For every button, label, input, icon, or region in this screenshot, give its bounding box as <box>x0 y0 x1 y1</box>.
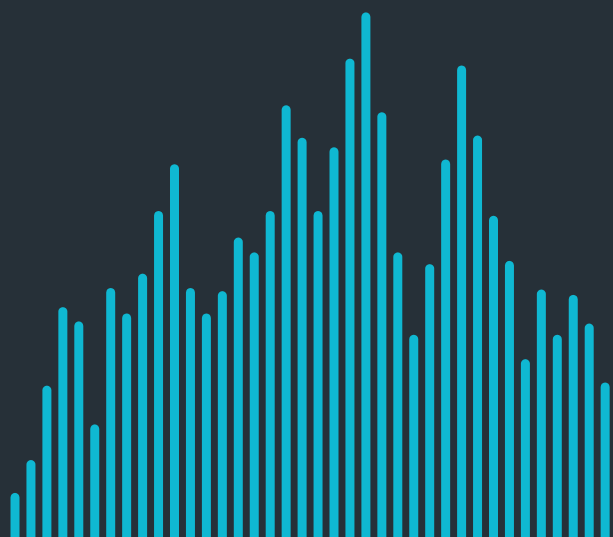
bars <box>10 12 610 537</box>
bar <box>10 492 20 537</box>
bar <box>58 307 68 537</box>
bar <box>457 65 467 537</box>
bar <box>249 252 259 537</box>
bar <box>441 159 451 537</box>
bar <box>313 210 323 537</box>
bar <box>345 58 355 537</box>
bar <box>42 385 52 537</box>
bar <box>297 137 307 537</box>
bar <box>504 260 514 537</box>
bar <box>217 291 227 537</box>
bar <box>568 294 578 537</box>
bar <box>122 313 132 537</box>
bar <box>74 321 84 537</box>
bar <box>409 334 419 537</box>
bar <box>90 424 100 537</box>
bar <box>600 382 610 537</box>
bar <box>425 264 435 537</box>
bar <box>281 105 291 537</box>
bar <box>377 112 387 537</box>
bar <box>536 289 546 537</box>
bar <box>233 237 243 537</box>
bar <box>489 215 498 537</box>
bar <box>520 359 530 537</box>
bar <box>185 287 195 537</box>
bar <box>26 460 36 537</box>
bar <box>552 334 562 537</box>
bar <box>584 323 594 537</box>
bar <box>170 164 179 537</box>
bar <box>329 147 339 537</box>
bar <box>393 252 403 537</box>
bar <box>265 210 275 537</box>
bar <box>361 12 371 537</box>
bar <box>106 287 116 537</box>
bar <box>154 210 164 537</box>
bar <box>138 273 148 537</box>
bar <box>201 313 211 537</box>
bar <box>473 135 483 537</box>
